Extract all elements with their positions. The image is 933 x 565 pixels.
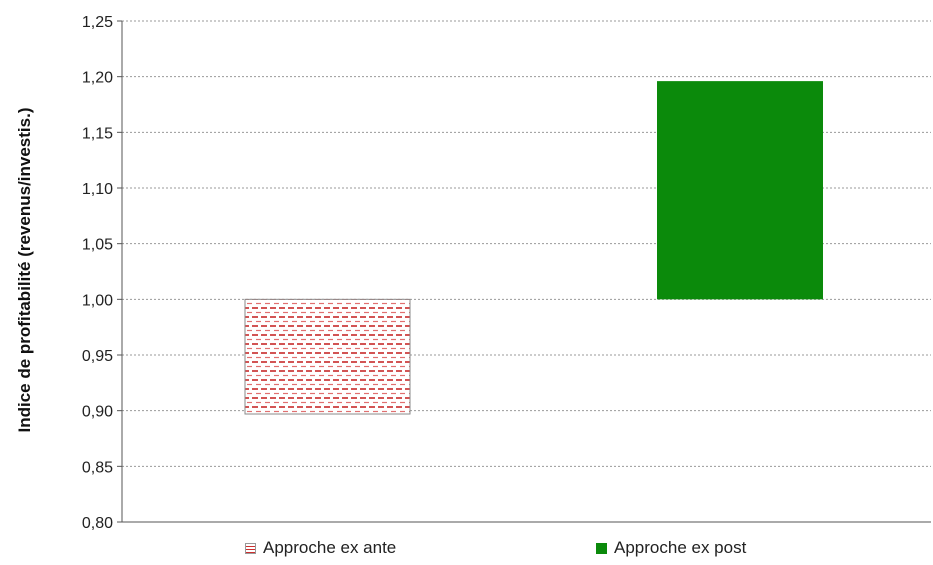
y-axis-label: Indice de profitabilité (revenus/investi…: [15, 108, 34, 433]
legend-label-ex-post: Approche ex post: [614, 538, 747, 557]
legend-label-ex-ante: Approche ex ante: [263, 538, 397, 557]
legend-item-ex-post: Approche ex post: [596, 538, 746, 558]
y-tick-label: 1,10: [82, 181, 113, 198]
y-tick-labels: 0,80 0,85 0,90 0,95 1,00 1,05 1,10 1,15 1,20 1,25: [82, 14, 113, 532]
axes: [117, 20, 931, 523]
y-tick-label: 0,80: [82, 515, 113, 532]
y-tick-label: 1,15: [82, 125, 113, 142]
y-tick-label: 0,95: [82, 348, 113, 365]
legend-swatch-ex-post: [596, 542, 607, 554]
y-tick-label: 1,00: [82, 292, 113, 309]
bar-ex-post: [657, 81, 823, 300]
y-tick-label: 0,90: [82, 404, 113, 421]
gridlines: [122, 20, 931, 467]
y-tick-label: 0,85: [82, 459, 113, 476]
bar-ex-ante: [244, 298, 411, 415]
y-tick-label: 1,20: [82, 70, 113, 87]
y-tick-label: 1,05: [82, 237, 113, 254]
legend: Approche ex ante Approche ex post: [0, 538, 933, 562]
legend-item-ex-ante: Approche ex ante: [245, 538, 396, 558]
bars: [244, 81, 823, 415]
legend-swatch-ex-ante: [245, 542, 256, 554]
y-tick-label: 1,25: [82, 14, 113, 31]
